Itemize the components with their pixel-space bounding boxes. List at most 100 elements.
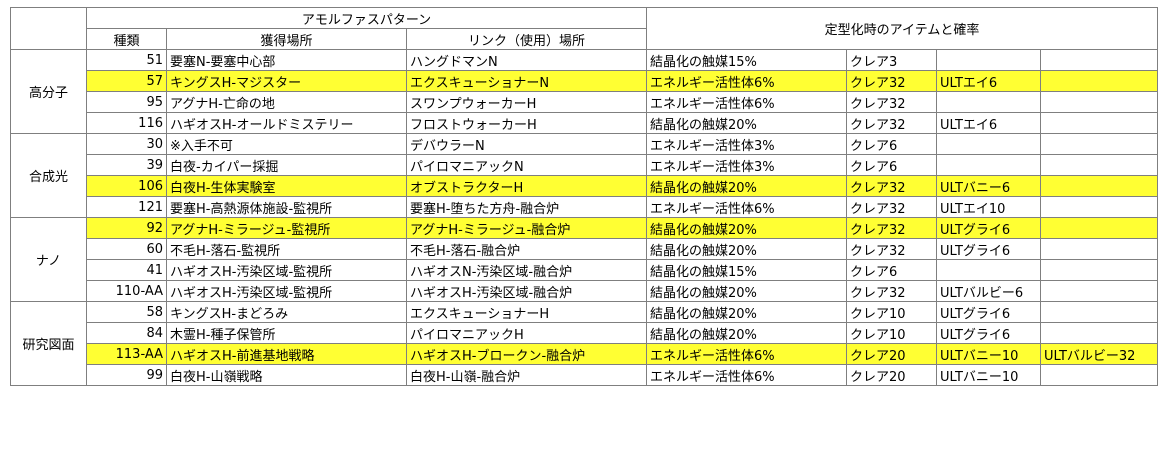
group-label-cell[interactable]: 合成光 [10, 133, 87, 218]
type-number-cell[interactable]: 99 [86, 364, 167, 386]
acquire-place-cell[interactable]: ハギオスH-前進基地戦略 [166, 343, 407, 365]
item-rate-cell[interactable]: 結晶化の触媒15% [646, 259, 847, 281]
extra-reward-cell[interactable] [1040, 70, 1158, 92]
item-rate-cell[interactable]: 結晶化の触媒20% [646, 280, 847, 302]
ult-reward-cell[interactable]: ULTグライ6 [936, 217, 1041, 239]
type-number-cell[interactable]: 92 [86, 217, 167, 239]
extra-reward-cell[interactable] [1040, 112, 1158, 134]
clare-reward-cell[interactable]: クレア32 [846, 238, 937, 260]
item-rate-cell[interactable]: 結晶化の触媒20% [646, 112, 847, 134]
clare-reward-cell[interactable]: クレア3 [846, 49, 937, 71]
extra-reward-cell[interactable] [1040, 49, 1158, 71]
type-number-cell[interactable]: 39 [86, 154, 167, 176]
type-number-cell[interactable]: 116 [86, 112, 167, 134]
acquire-place-cell[interactable]: 白夜H-山嶺戦略 [166, 364, 407, 386]
type-number-cell[interactable]: 51 [86, 49, 167, 71]
ult-reward-cell[interactable]: ULTエイ6 [936, 70, 1041, 92]
type-number-cell[interactable]: 95 [86, 91, 167, 113]
type-number-cell[interactable]: 30 [86, 133, 167, 155]
ult-reward-cell[interactable]: ULTエイ10 [936, 196, 1041, 218]
link-place-cell[interactable]: エクスキューショナーN [406, 70, 647, 92]
acquire-place-cell[interactable]: ハギオスH-オールドミステリー [166, 112, 407, 134]
type-number-cell[interactable]: 113-AA [86, 343, 167, 365]
extra-reward-cell[interactable] [1040, 301, 1158, 323]
acquire-place-cell[interactable]: キングスH-まどろみ [166, 301, 407, 323]
group-label-cell[interactable]: 研究図面 [10, 301, 87, 386]
ult-reward-cell[interactable] [936, 49, 1041, 71]
link-place-cell[interactable]: デバウラーN [406, 133, 647, 155]
acquire-place-cell[interactable]: 白夜H-生体実験室 [166, 175, 407, 197]
ult-reward-cell[interactable] [936, 133, 1041, 155]
extra-reward-cell[interactable] [1040, 133, 1158, 155]
link-place-cell[interactable]: 白夜H-山嶺-融合炉 [406, 364, 647, 386]
extra-reward-cell[interactable] [1040, 154, 1158, 176]
acquire-place-cell[interactable]: 白夜-カイパー採掘 [166, 154, 407, 176]
type-number-cell[interactable]: 60 [86, 238, 167, 260]
link-place-cell[interactable]: ハギオスH-ブロークン-融合炉 [406, 343, 647, 365]
acquire-place-cell[interactable]: 要塞N-要塞中心部 [166, 49, 407, 71]
extra-reward-cell[interactable] [1040, 217, 1158, 239]
extra-reward-cell[interactable] [1040, 196, 1158, 218]
acquire-place-cell[interactable]: キングスH-マジスター [166, 70, 407, 92]
extra-reward-cell[interactable] [1040, 259, 1158, 281]
acquire-place-cell[interactable]: アグナH-亡命の地 [166, 91, 407, 113]
item-rate-cell[interactable]: エネルギー活性体3% [646, 154, 847, 176]
item-rate-cell[interactable]: 結晶化の触媒15% [646, 49, 847, 71]
type-number-cell[interactable]: 110-AA [86, 280, 167, 302]
clare-reward-cell[interactable]: クレア6 [846, 259, 937, 281]
link-place-cell[interactable]: 不毛H-落石-融合炉 [406, 238, 647, 260]
extra-reward-cell[interactable] [1040, 91, 1158, 113]
extra-reward-cell[interactable] [1040, 175, 1158, 197]
acquire-place-cell[interactable]: ハギオスH-汚染区域-監視所 [166, 280, 407, 302]
item-rate-cell[interactable]: エネルギー活性体3% [646, 133, 847, 155]
acquire-place-cell[interactable]: 木霊H-種子保管所 [166, 322, 407, 344]
clare-reward-cell[interactable]: クレア32 [846, 196, 937, 218]
type-number-cell[interactable]: 41 [86, 259, 167, 281]
ult-reward-cell[interactable]: ULTグライ6 [936, 301, 1041, 323]
ult-reward-cell[interactable]: ULTエイ6 [936, 112, 1041, 134]
clare-reward-cell[interactable]: クレア32 [846, 280, 937, 302]
extra-reward-cell[interactable] [1040, 280, 1158, 302]
acquire-place-cell[interactable]: 要塞H-高熱源体施設-監視所 [166, 196, 407, 218]
item-rate-cell[interactable]: 結晶化の触媒20% [646, 322, 847, 344]
link-place-cell[interactable]: ハギオスH-汚染区域-融合炉 [406, 280, 647, 302]
type-number-cell[interactable]: 57 [86, 70, 167, 92]
clare-reward-cell[interactable]: クレア20 [846, 364, 937, 386]
extra-reward-cell[interactable]: ULTバルビー32 [1040, 343, 1158, 365]
ult-reward-cell[interactable] [936, 91, 1041, 113]
ult-reward-cell[interactable]: ULTグライ6 [936, 322, 1041, 344]
ult-reward-cell[interactable]: ULTバニー10 [936, 364, 1041, 386]
corner-cell[interactable] [10, 7, 87, 50]
link-place-cell[interactable]: オブストラクターH [406, 175, 647, 197]
clare-reward-cell[interactable]: クレア32 [846, 91, 937, 113]
link-place-cell[interactable]: ハングドマンN [406, 49, 647, 71]
ult-reward-cell[interactable]: ULTバニー6 [936, 175, 1041, 197]
clare-reward-cell[interactable]: クレア20 [846, 343, 937, 365]
clare-reward-cell[interactable]: クレア6 [846, 133, 937, 155]
link-place-cell[interactable]: 要塞H-堕ちた方舟-融合炉 [406, 196, 647, 218]
acquire-place-cell[interactable]: ハギオスH-汚染区域-監視所 [166, 259, 407, 281]
ult-reward-cell[interactable]: ULTグライ6 [936, 238, 1041, 260]
link-place-cell[interactable]: エクスキューショナーH [406, 301, 647, 323]
clare-reward-cell[interactable]: クレア32 [846, 70, 937, 92]
clare-reward-cell[interactable]: クレア32 [846, 217, 937, 239]
ult-reward-cell[interactable] [936, 259, 1041, 281]
item-rate-cell[interactable]: エネルギー活性体6% [646, 364, 847, 386]
clare-reward-cell[interactable]: クレア32 [846, 175, 937, 197]
type-number-cell[interactable]: 106 [86, 175, 167, 197]
clare-reward-cell[interactable]: クレア32 [846, 112, 937, 134]
acquire-place-cell[interactable]: アグナH-ミラージュ-監視所 [166, 217, 407, 239]
clare-reward-cell[interactable]: クレア10 [846, 322, 937, 344]
amorphous-pattern-header[interactable]: アモルファスパターン [86, 7, 647, 29]
link-place-cell[interactable]: パイロマニアックH [406, 322, 647, 344]
item-rate-cell[interactable]: 結晶化の触媒20% [646, 301, 847, 323]
group-label-cell[interactable]: 高分子 [10, 49, 87, 134]
link-place-cell[interactable]: ハギオスN-汚染区域-融合炉 [406, 259, 647, 281]
type-header[interactable]: 種類 [86, 28, 167, 50]
link-place-cell[interactable]: スワンプウォーカーH [406, 91, 647, 113]
acquire-place-header[interactable]: 獲得場所 [166, 28, 407, 50]
ult-reward-cell[interactable] [936, 154, 1041, 176]
group-label-cell[interactable]: ナノ [10, 217, 87, 302]
link-place-header[interactable]: リンク（使用）場所 [406, 28, 647, 50]
extra-reward-cell[interactable] [1040, 238, 1158, 260]
